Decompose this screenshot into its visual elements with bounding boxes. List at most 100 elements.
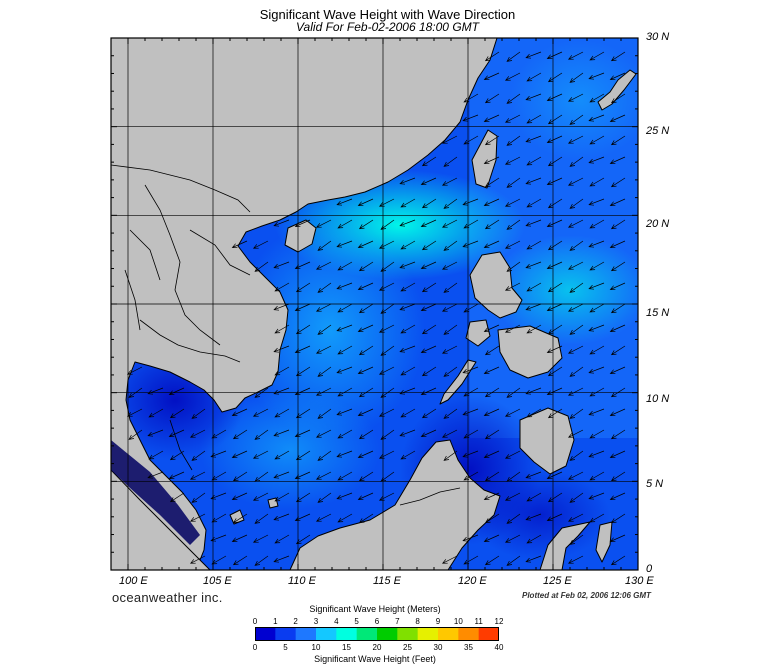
wave-arrow: [357, 198, 374, 207]
wave-arrow: [610, 471, 626, 482]
lon-label-130e: 130 E: [625, 575, 654, 587]
wave-arrow: [484, 93, 500, 104]
wave-arrow: [504, 492, 521, 501]
wave-arrow: [567, 429, 584, 438]
wave-arrow: [589, 177, 605, 187]
wave-arrow: [232, 471, 248, 482]
meters-tick-label: 11: [474, 617, 483, 626]
wave-arrow: [525, 51, 542, 59]
wave-arrow: [189, 513, 206, 522]
wave-arrow: [254, 555, 269, 566]
wave-arrow: [567, 177, 584, 186]
lat-label-30n: 30 N: [646, 31, 670, 43]
wave-arrow: [443, 198, 458, 209]
wave-arrow: [400, 324, 416, 334]
wave-arrow: [378, 324, 395, 333]
wave-arrow: [483, 492, 500, 501]
wave-arrow: [191, 450, 206, 461]
wave-arrow: [210, 450, 227, 458]
wave-arrow: [589, 345, 605, 355]
feet-tick-label: 10: [311, 643, 321, 652]
wave-arrow: [610, 303, 626, 314]
wave-arrow: [567, 261, 584, 270]
wave-arrow: [273, 429, 290, 437]
wave-arrow: [252, 408, 269, 417]
colorbar-cell: [336, 627, 358, 641]
wave-arrow: [274, 366, 290, 376]
wave-arrow: [211, 429, 227, 439]
wave-arrow: [441, 303, 458, 312]
wave-arrow: [462, 366, 479, 374]
wave-arrow: [421, 282, 437, 293]
wave-arrow: [525, 135, 542, 143]
feet-tick-label: 5: [283, 643, 288, 652]
wave-arrow: [295, 408, 311, 419]
wave-arrow: [399, 429, 416, 437]
colorbar-meters-title: Significant Wave Height (Meters): [309, 604, 441, 614]
lon-label-115e: 115 E: [373, 575, 401, 587]
wave-arrow: [526, 72, 542, 82]
wave-arrow: [254, 387, 269, 398]
wave-arrow: [231, 534, 248, 543]
wave-arrow: [547, 366, 563, 377]
wave-arrow: [462, 408, 479, 416]
wave-arrow: [546, 135, 563, 144]
wave-arrow: [462, 534, 479, 542]
wave-arrow: [273, 219, 290, 227]
wave-arrow: [294, 471, 311, 480]
wave-arrow: [506, 135, 521, 146]
wave-arrow: [610, 345, 626, 356]
wave-arrow: [546, 303, 563, 312]
wave-arrow: [378, 366, 395, 375]
wave-arrow: [441, 219, 458, 228]
wave-arrow: [526, 240, 542, 250]
wave-arrow: [609, 366, 626, 375]
wave-arrow: [589, 51, 605, 61]
meters-tick-label: 9: [435, 617, 441, 626]
wave-arrow: [273, 261, 290, 269]
wave-arrow: [358, 303, 374, 314]
wave-arrow: [569, 534, 584, 545]
wave-arrow: [526, 492, 542, 502]
wave-arrow: [315, 429, 332, 438]
wave-arrow: [588, 114, 605, 122]
wave-arrow: [274, 324, 290, 334]
wave-arrow: [506, 555, 521, 566]
wave-arrow: [567, 93, 584, 102]
wave-arrow: [506, 387, 521, 398]
wave-arrow: [506, 51, 521, 62]
wave-arrow: [609, 240, 626, 249]
ryukyu-islands: [597, 69, 637, 111]
lat-label-25n: 25 N: [646, 125, 670, 137]
wave-arrow: [420, 177, 437, 186]
wave-arrow: [378, 450, 395, 459]
wave-arrow: [588, 366, 605, 374]
wave-arrow: [357, 324, 374, 333]
wave-arrow: [337, 303, 353, 313]
wave-arrow: [231, 240, 248, 249]
wave-arrow: [421, 198, 437, 209]
wave-arrow: [357, 408, 374, 417]
wave-arrow: [610, 429, 626, 440]
wave-arrow: [358, 471, 374, 482]
wave-arrow: [504, 198, 521, 207]
wave-arrow: [462, 114, 479, 122]
wave-arrow: [378, 492, 395, 501]
wave-arrow: [189, 429, 206, 438]
wave-arrow: [484, 555, 500, 566]
wave-arrow: [441, 555, 458, 564]
wave-arrow: [273, 471, 290, 479]
wave-arrow: [567, 513, 584, 522]
wave-arrow: [378, 282, 395, 291]
wave-arrow: [380, 219, 395, 230]
wave-arrow: [315, 513, 332, 522]
feet-tick-label: 40: [494, 643, 504, 652]
wave-arrow: [232, 513, 248, 524]
wave-arrow: [358, 219, 374, 230]
meters-tick-label: 4: [334, 617, 339, 626]
wave-arrow: [168, 471, 185, 480]
wave-arrow: [274, 450, 290, 460]
wave-arrow: [483, 534, 500, 543]
wave-arrow: [420, 387, 437, 396]
